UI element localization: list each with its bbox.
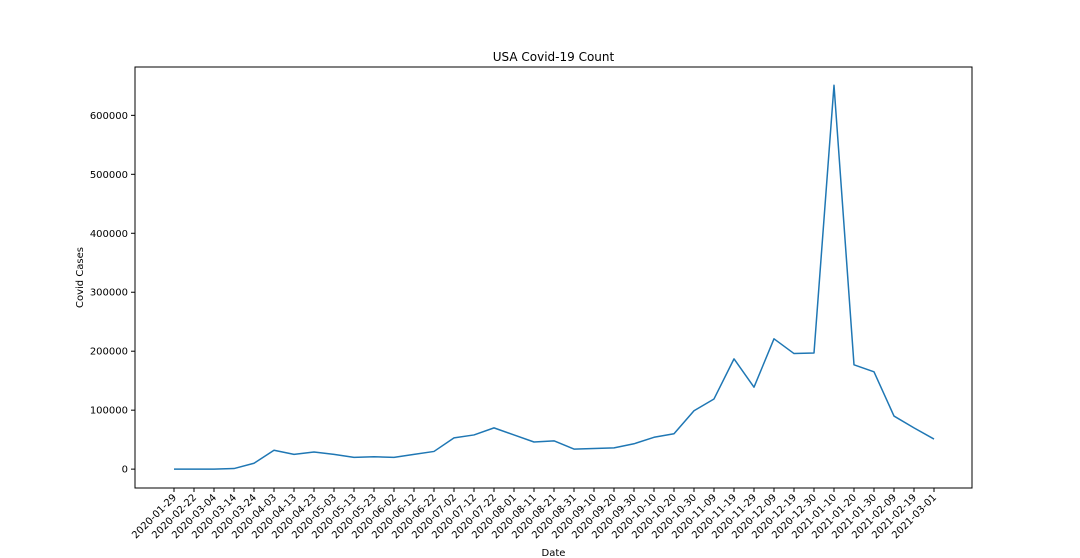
x-axis: 2020-01-292020-02-222020-03-042020-03-14… [130, 488, 939, 541]
y-tick-label: 600000 [90, 111, 128, 122]
y-axis-title: Covid Cases [75, 247, 86, 308]
chart-title: USA Covid-19 Count [493, 50, 615, 64]
series-line-covid-cases [174, 84, 935, 470]
y-axis: 0 100000 200000 300000 400000 500000 600000 [90, 111, 135, 476]
y-tick-label: 0 [122, 465, 128, 476]
y-tick-label: 400000 [90, 229, 128, 240]
plot-area-frame [134, 66, 973, 489]
x-axis-title: Date [542, 548, 566, 558]
y-tick-label: 200000 [90, 347, 128, 358]
y-tick-label: 300000 [90, 288, 128, 299]
y-tick-label: 100000 [90, 406, 128, 417]
y-tick-label: 500000 [90, 170, 128, 181]
